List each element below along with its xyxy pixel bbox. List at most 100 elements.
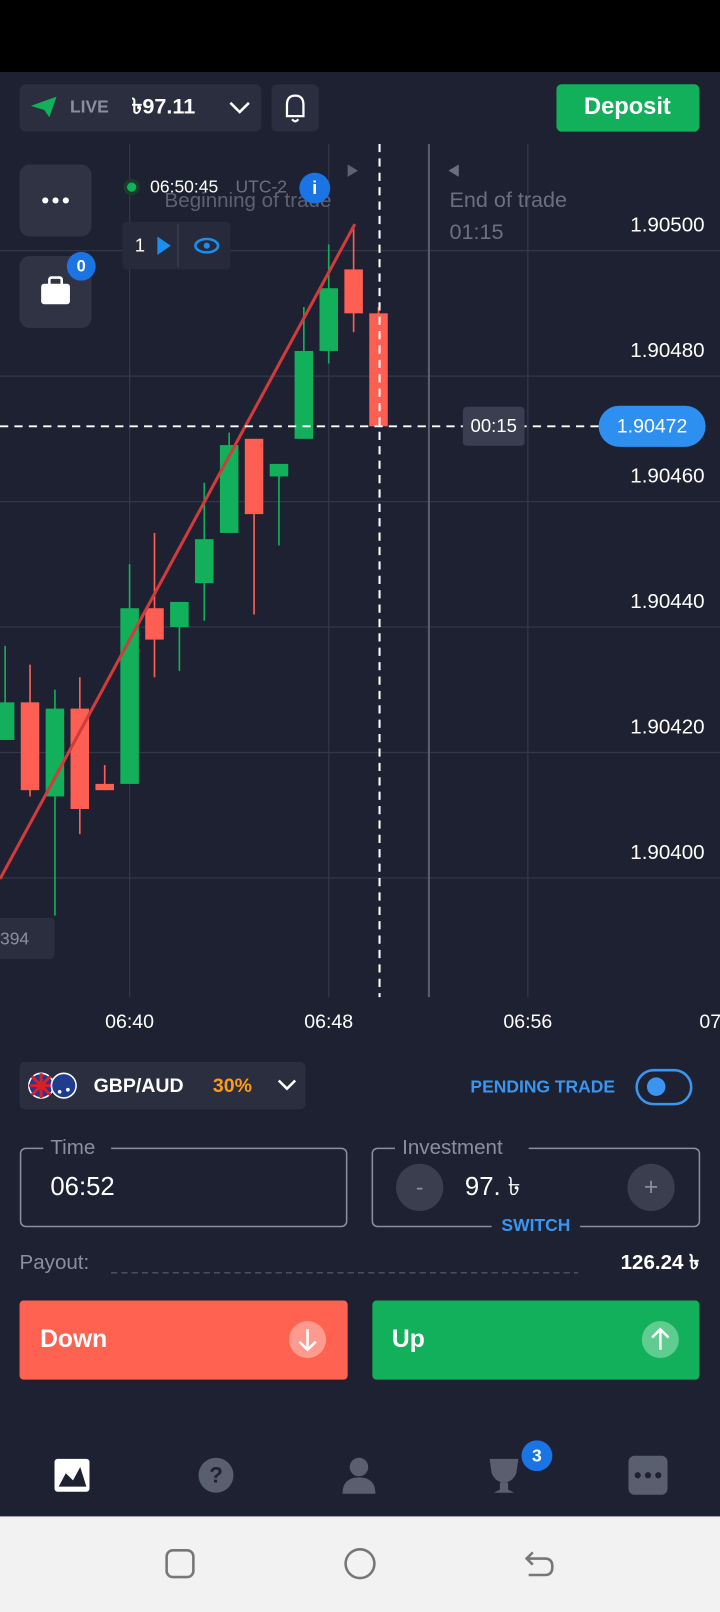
nav-chart[interactable] [54, 1458, 90, 1492]
eye-icon [194, 237, 220, 254]
balance: ৳97.11 [132, 94, 196, 119]
pair-selector[interactable] [19, 1061, 306, 1110]
flag-au [50, 1072, 77, 1099]
briefcase-icon [41, 283, 70, 305]
time-value: 06:52 [50, 1173, 114, 1201]
dot [42, 197, 49, 204]
toggle-knob [646, 1077, 666, 1096]
chevron [229, 101, 250, 114]
down-button[interactable] [19, 1300, 348, 1380]
plus-button[interactable] [627, 1163, 675, 1212]
dot [634, 1472, 641, 1479]
deposit-button[interactable] [556, 84, 700, 132]
briefcase-handle [48, 276, 63, 288]
marker [347, 164, 358, 177]
candle-body [145, 608, 164, 640]
candle-body [244, 438, 264, 515]
pending-toggle[interactable] [635, 1068, 693, 1106]
price-label: 1.90440 [630, 590, 704, 613]
down-label: Down [40, 1326, 107, 1353]
time-label: 06:40 [105, 1011, 154, 1033]
system-nav-bar [0, 1516, 720, 1612]
account-selector[interactable] [19, 84, 262, 132]
pending-trade-label: PENDING TRADE [470, 1076, 615, 1096]
payout-value: 126.24 ৳ [621, 1251, 700, 1274]
minus-label: - [416, 1174, 424, 1199]
notifications-button[interactable] [271, 84, 319, 132]
profile-glyph [342, 1477, 376, 1494]
candle-body [120, 608, 139, 784]
live-icon [30, 96, 57, 118]
switch-button[interactable]: SWITCH [501, 1215, 570, 1235]
price-label: 1.90480 [630, 339, 704, 362]
home-button[interactable] [344, 1548, 376, 1580]
trade-count: 1 [135, 235, 145, 256]
price-tag [0, 918, 55, 960]
partial-price-label: 394 [0, 928, 29, 948]
info-button[interactable] [299, 172, 331, 204]
status-bar [0, 0, 720, 72]
dot [644, 1472, 652, 1479]
nav-profile[interactable] [349, 1457, 369, 1477]
label-gap [491, 1215, 581, 1238]
end-label: End of trade [449, 187, 567, 212]
nav-help[interactable] [198, 1457, 234, 1493]
candle-body [0, 702, 15, 740]
price-label: 1.90400 [630, 841, 704, 864]
recents-button[interactable] [165, 1549, 195, 1579]
candle-body [369, 313, 388, 427]
beginning-label: Beginning of trade [165, 189, 332, 212]
arrow-down [298, 1329, 317, 1352]
time-field[interactable] [19, 1147, 348, 1228]
candle-body [95, 783, 114, 791]
up-button[interactable] [372, 1300, 700, 1380]
time-label: 07 [699, 1011, 720, 1033]
nav-tournaments[interactable] [489, 1458, 519, 1493]
clock: 06:50:45 [150, 177, 218, 197]
candle-body [195, 539, 214, 584]
price-label: 1.90500 [630, 213, 704, 236]
end-countdown: 01:15 [449, 219, 503, 244]
candle-body [269, 463, 289, 477]
trend-line [0, 223, 357, 880]
label-gap [43, 1137, 112, 1160]
trades-indicator[interactable] [122, 222, 231, 270]
chart-glyph [58, 1467, 87, 1487]
candle-body [45, 708, 65, 797]
candle-body [319, 288, 338, 351]
plus-label: + [644, 1174, 658, 1201]
timezone: UTC-2 [236, 177, 287, 197]
plot-area [0, 143, 720, 998]
help-glyph: ? [209, 1462, 223, 1487]
candle-body [20, 702, 40, 791]
dot [655, 1472, 662, 1479]
flag-au-star [57, 1089, 62, 1094]
tournaments-badge [521, 1440, 553, 1472]
payout-label: Payout: [20, 1251, 90, 1274]
chart: 1.90500 1.90480 1.90460 1.90440 1.90420 1.904… [0, 143, 720, 1033]
info-icon: i [312, 177, 317, 198]
investment-value: 97. ৳ [465, 1173, 521, 1201]
pair: GBP/AUD [94, 1075, 184, 1097]
portfolio-badge-count: 0 [77, 258, 86, 276]
countdown-tag [462, 406, 525, 446]
price-label: 1.90420 [630, 715, 704, 738]
candle-body [294, 350, 314, 439]
price-label: 1.90460 [630, 464, 704, 487]
deposit-label: Deposit [584, 94, 671, 120]
play-icon [157, 236, 171, 255]
tournaments-badge-count: 3 [532, 1445, 542, 1465]
chevron [277, 1079, 297, 1091]
candle-body [70, 708, 90, 809]
back-button[interactable] [524, 1551, 554, 1577]
time-label: 06:48 [304, 1011, 353, 1033]
minus-button[interactable] [396, 1163, 444, 1212]
account-type: LIVE [70, 97, 109, 117]
clock-dot [127, 182, 137, 192]
arrow-up [651, 1327, 670, 1350]
flag-gb-cross [28, 1073, 54, 1098]
portfolio-badge [66, 251, 96, 281]
investment-label: Investment [402, 1136, 503, 1159]
